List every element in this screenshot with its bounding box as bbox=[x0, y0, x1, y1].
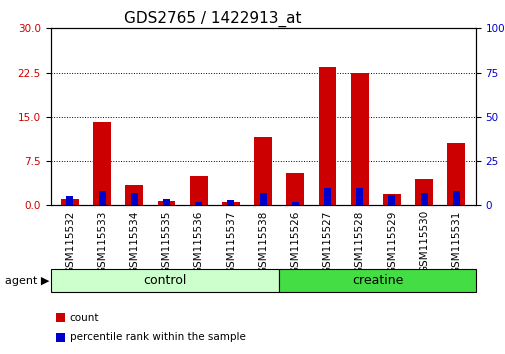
Bar bbox=[227, 200, 234, 205]
Bar bbox=[98, 191, 106, 205]
Bar bbox=[388, 195, 395, 205]
Text: percentile rank within the sample: percentile rank within the sample bbox=[70, 332, 245, 342]
Bar bbox=[286, 173, 304, 205]
Text: control: control bbox=[143, 274, 186, 287]
Bar bbox=[259, 193, 266, 205]
Text: count: count bbox=[70, 313, 99, 322]
Bar bbox=[323, 188, 330, 205]
Bar bbox=[195, 202, 202, 205]
Bar bbox=[130, 193, 137, 205]
Bar bbox=[420, 193, 427, 205]
Bar bbox=[356, 188, 363, 205]
Bar bbox=[291, 202, 298, 205]
Bar bbox=[125, 185, 143, 205]
Bar bbox=[222, 202, 239, 205]
Bar bbox=[318, 67, 336, 205]
Text: creatine: creatine bbox=[351, 274, 402, 287]
Bar bbox=[66, 196, 73, 205]
Text: agent ▶: agent ▶ bbox=[5, 275, 49, 286]
Text: GDS2765 / 1422913_at: GDS2765 / 1422913_at bbox=[124, 11, 300, 27]
Bar bbox=[254, 137, 272, 205]
Bar bbox=[93, 121, 111, 205]
Bar bbox=[350, 73, 368, 205]
Bar bbox=[452, 191, 459, 205]
Bar bbox=[382, 194, 400, 205]
Bar bbox=[163, 199, 170, 205]
Bar bbox=[189, 176, 207, 205]
Bar bbox=[415, 179, 432, 205]
Bar bbox=[61, 199, 79, 205]
Bar bbox=[158, 201, 175, 205]
Bar bbox=[446, 143, 464, 205]
